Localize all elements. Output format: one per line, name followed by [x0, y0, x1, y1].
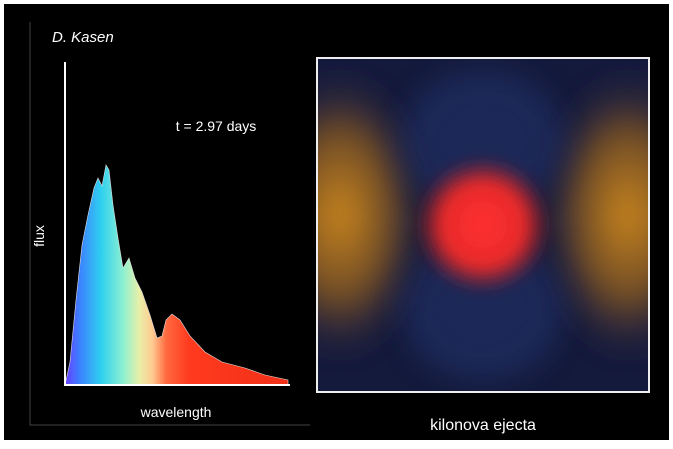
- image-border: [316, 57, 650, 393]
- spectrum-curve: [64, 164, 289, 386]
- credit: D. Kasen: [52, 29, 114, 46]
- y-axis-label: flux: [31, 225, 47, 247]
- x-axis-label: wavelength: [140, 404, 212, 420]
- time-label: t = 2.97 days: [176, 118, 257, 134]
- ejecta-image: [317, 58, 649, 392]
- frame: [29, 22, 310, 426]
- image-caption: kilonova ejecta: [430, 417, 536, 434]
